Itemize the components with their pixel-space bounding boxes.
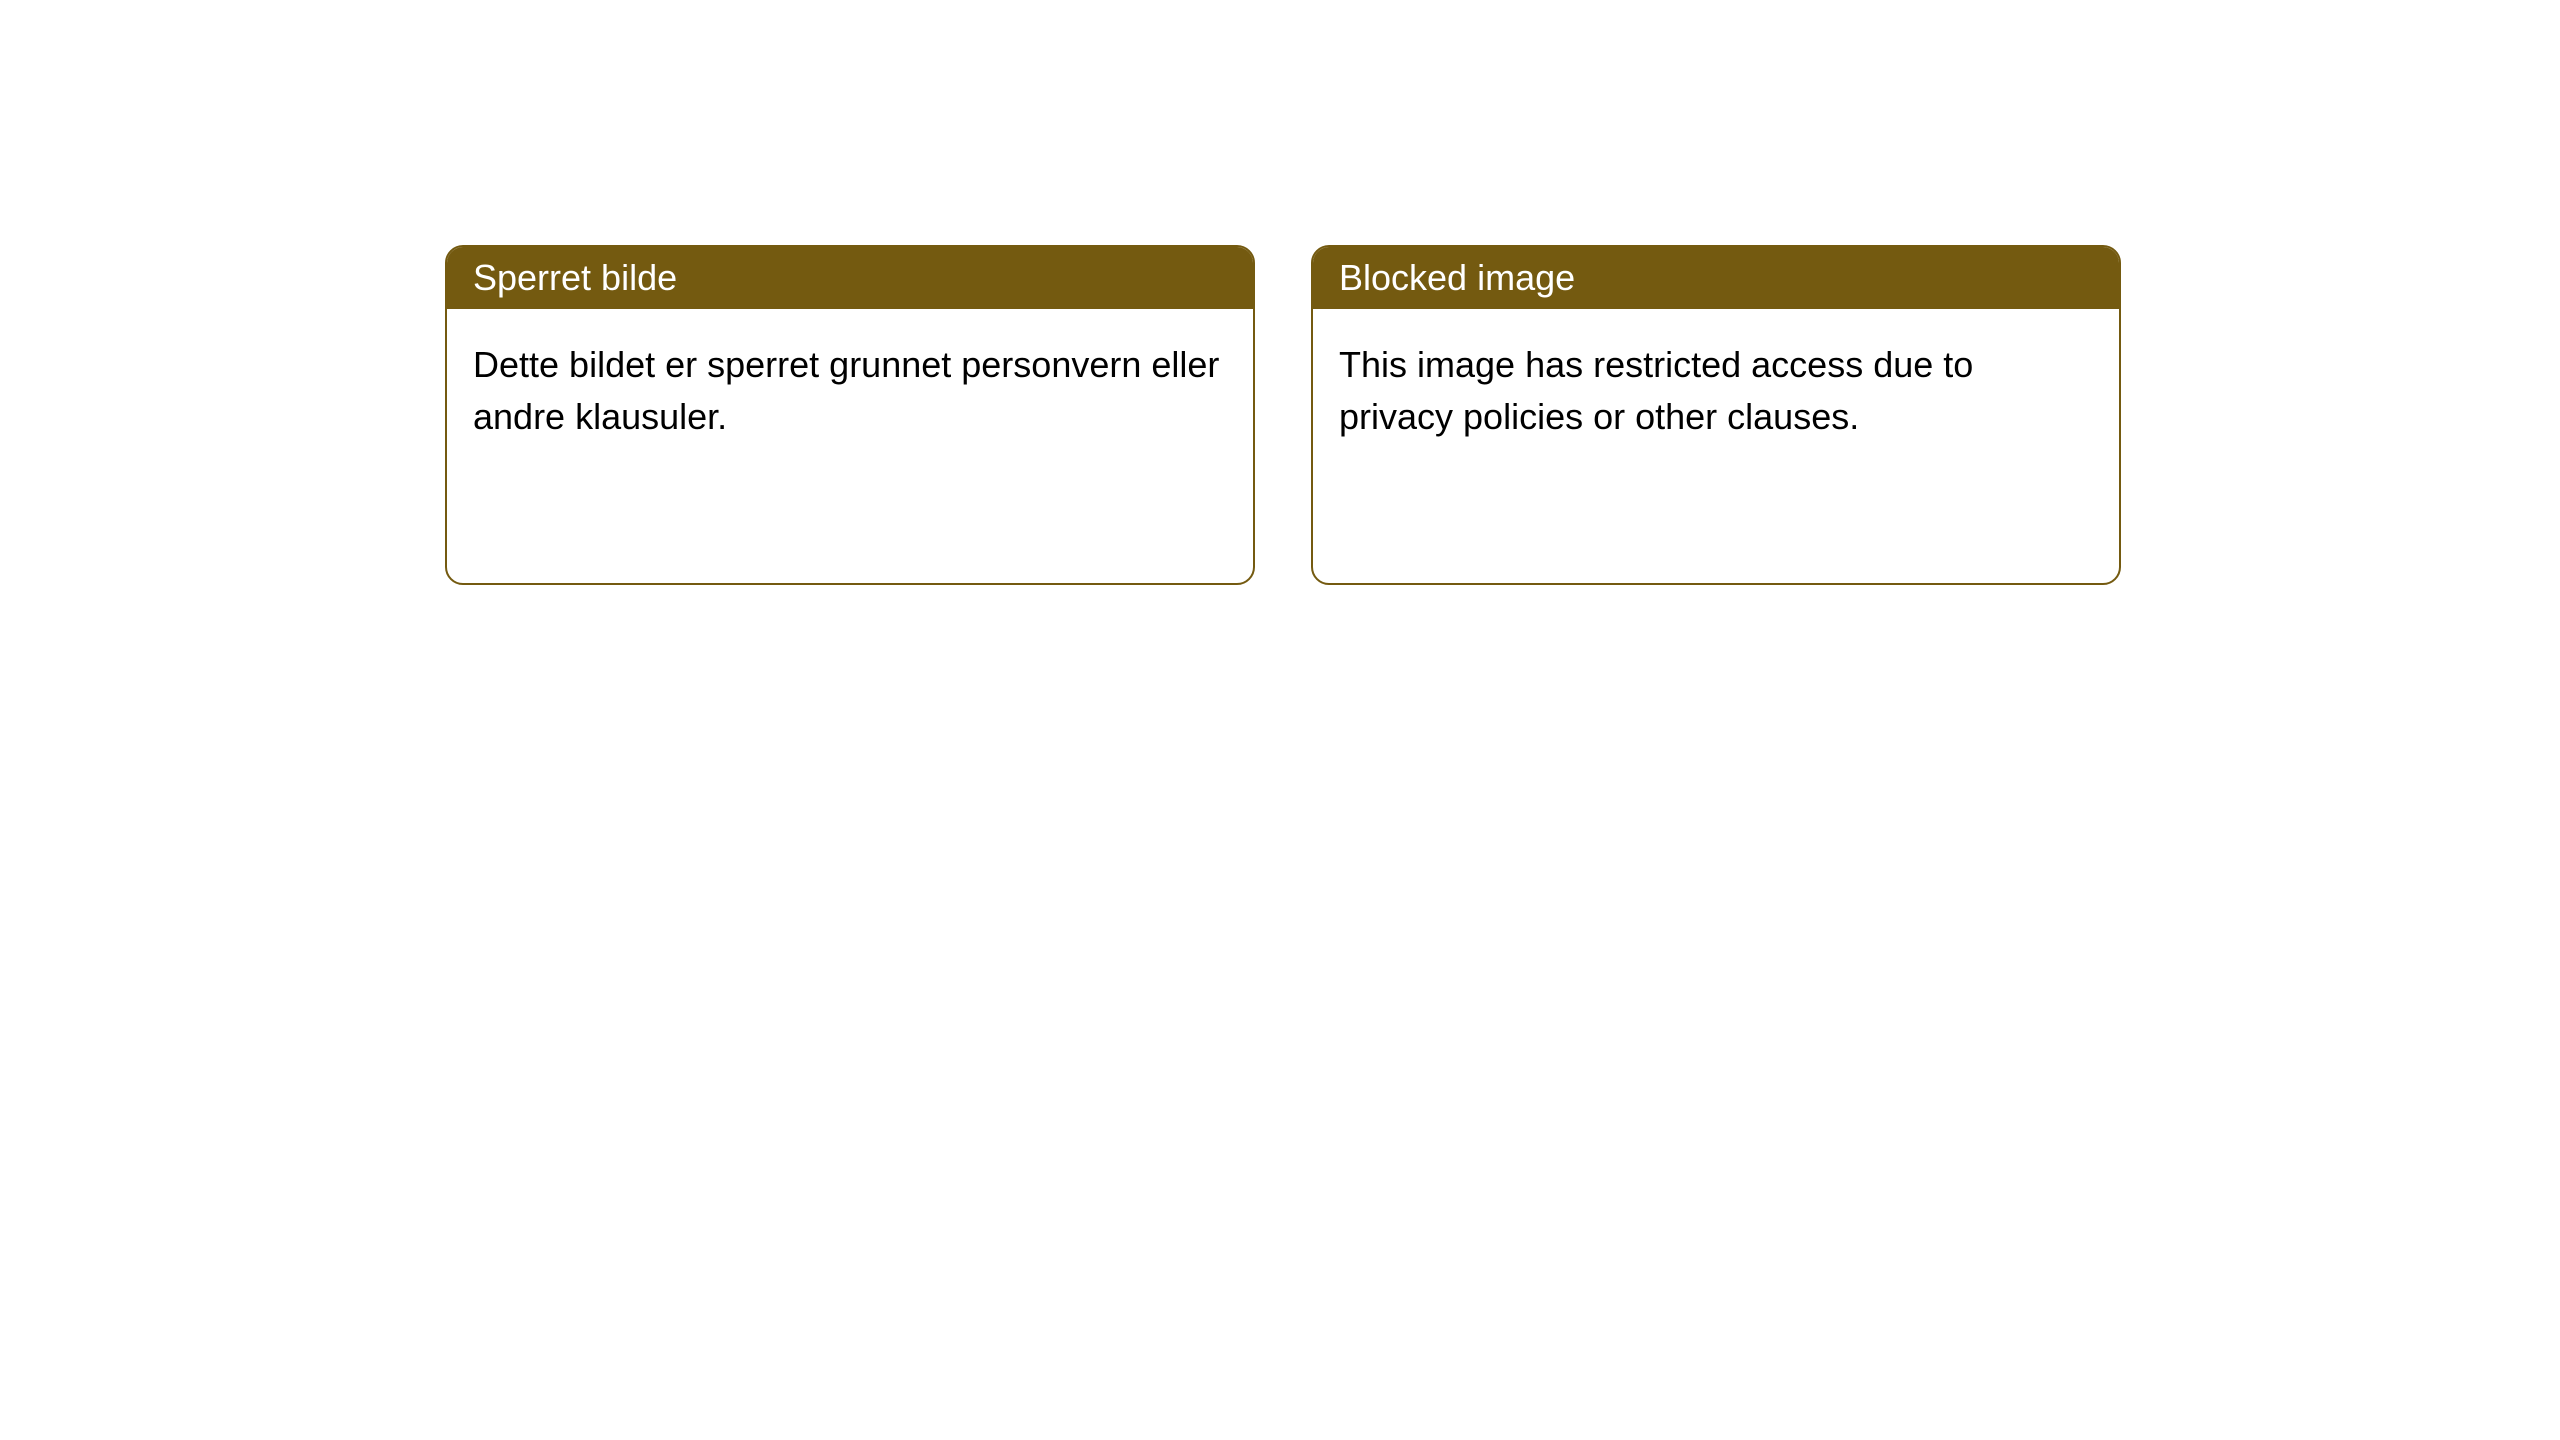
card-body-no: Dette bildet er sperret grunnet personve…: [447, 309, 1253, 473]
card-header-label: Sperret bilde: [473, 257, 677, 298]
card-body-text: This image has restricted access due to …: [1339, 344, 1973, 437]
blocked-image-card-en: Blocked image This image has restricted …: [1311, 245, 2121, 585]
card-body-text: Dette bildet er sperret grunnet personve…: [473, 344, 1219, 437]
card-header-en: Blocked image: [1313, 247, 2119, 309]
card-header-no: Sperret bilde: [447, 247, 1253, 309]
cards-container: Sperret bilde Dette bildet er sperret gr…: [445, 245, 2121, 585]
card-header-label: Blocked image: [1339, 257, 1575, 298]
card-body-en: This image has restricted access due to …: [1313, 309, 2119, 473]
blocked-image-card-no: Sperret bilde Dette bildet er sperret gr…: [445, 245, 1255, 585]
